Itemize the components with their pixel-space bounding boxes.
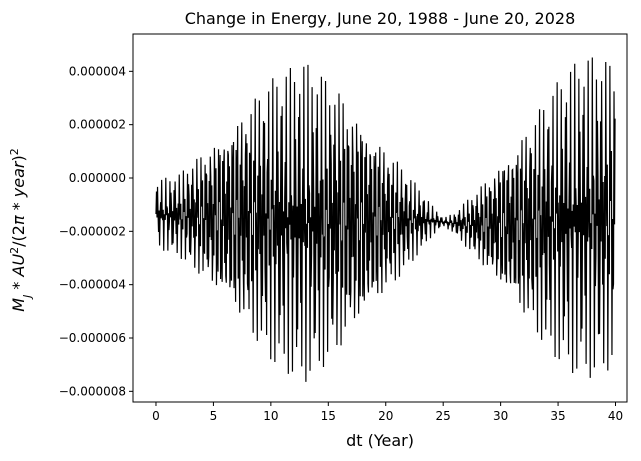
y-tick-label: 0.000000	[69, 171, 126, 185]
y-tick-label: 0.000004	[69, 64, 126, 78]
y-axis-title: MJ * AU2/(2π * year)2	[8, 148, 34, 311]
plot-area	[155, 57, 616, 382]
x-tick-label: 25	[436, 409, 451, 423]
chart-title: Change in Energy, June 20, 1988 - June 2…	[185, 9, 576, 28]
x-tick-label: 40	[608, 409, 623, 423]
x-tick-label: 5	[210, 409, 218, 423]
y-tick-label: −0.000004	[59, 278, 126, 292]
x-axis: 0 5 10 15 20 25 30 35 40	[152, 402, 623, 423]
x-tick-label: 30	[493, 409, 508, 423]
x-tick-label: 10	[263, 409, 278, 423]
x-axis-title: dt (Year)	[346, 431, 414, 450]
y-tick-label: −0.000008	[59, 384, 126, 398]
y-axis: 0.000004 0.000002 0.000000 −0.000002 −0.0000…	[59, 64, 133, 398]
y-tick-label: −0.000006	[59, 331, 126, 345]
energy-series-line	[155, 57, 616, 382]
x-tick-label: 20	[378, 409, 393, 423]
y-tick-label: −0.000002	[59, 224, 126, 238]
plot-frame	[132, 33, 628, 403]
y-tick-label: 0.000002	[69, 118, 126, 132]
x-tick-label: 35	[550, 409, 565, 423]
x-tick-label: 15	[321, 409, 336, 423]
x-tick-label: 0	[152, 409, 160, 423]
